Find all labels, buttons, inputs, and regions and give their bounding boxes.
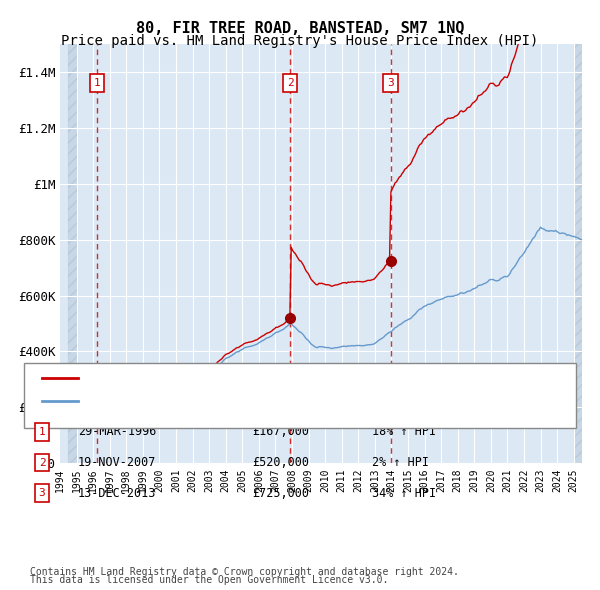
Text: Price paid vs. HM Land Registry's House Price Index (HPI): Price paid vs. HM Land Registry's House … (61, 34, 539, 48)
Text: 2: 2 (287, 78, 293, 88)
Text: 3: 3 (387, 78, 394, 88)
Text: HPI: Average price, detached house, Reigate and Banstead: HPI: Average price, detached house, Reig… (84, 396, 434, 406)
Text: 3: 3 (38, 489, 46, 498)
Bar (68, 44, 77, 463)
Text: £167,000: £167,000 (252, 425, 309, 438)
Text: 2% ↑ HPI: 2% ↑ HPI (372, 456, 429, 469)
Text: £520,000: £520,000 (252, 456, 309, 469)
Text: 18% ↑ HPI: 18% ↑ HPI (372, 425, 436, 438)
Text: 34% ↑ HPI: 34% ↑ HPI (372, 487, 436, 500)
Text: 80, FIR TREE ROAD, BANSTEAD, SM7 1NQ (detached house): 80, FIR TREE ROAD, BANSTEAD, SM7 1NQ (de… (84, 373, 415, 382)
Text: £725,000: £725,000 (252, 487, 309, 500)
Text: 13-DEC-2013: 13-DEC-2013 (78, 487, 157, 500)
Bar (68, 44, 77, 463)
Bar (574, 44, 582, 463)
Bar (574, 44, 582, 463)
Text: 1: 1 (38, 427, 46, 437)
Text: 1: 1 (94, 78, 100, 88)
Text: Contains HM Land Registry data © Crown copyright and database right 2024.: Contains HM Land Registry data © Crown c… (30, 567, 459, 577)
Text: This data is licensed under the Open Government Licence v3.0.: This data is licensed under the Open Gov… (30, 575, 388, 585)
Text: 80, FIR TREE ROAD, BANSTEAD, SM7 1NQ: 80, FIR TREE ROAD, BANSTEAD, SM7 1NQ (136, 21, 464, 35)
Text: 29-MAR-1996: 29-MAR-1996 (78, 425, 157, 438)
Text: 2: 2 (38, 458, 46, 467)
Text: 19-NOV-2007: 19-NOV-2007 (78, 456, 157, 469)
